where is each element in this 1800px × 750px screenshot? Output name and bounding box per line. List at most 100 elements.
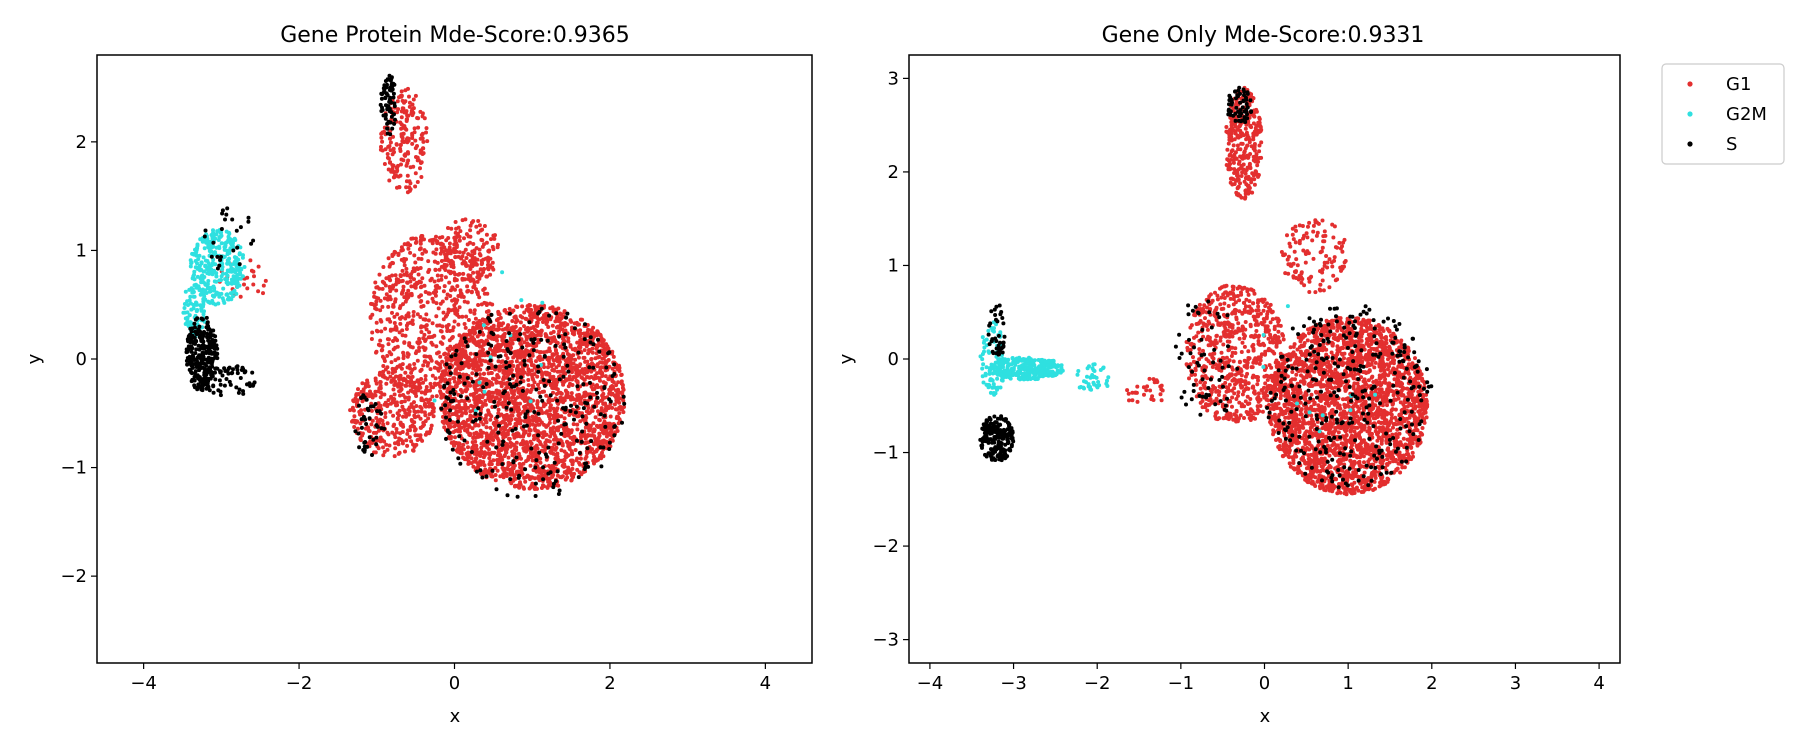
scatter-point — [463, 325, 468, 330]
scatter-point — [589, 357, 594, 361]
scatter-point — [575, 438, 579, 443]
scatter-point — [434, 314, 439, 319]
scatter-point — [474, 224, 479, 229]
scatter-point — [412, 126, 417, 131]
scatter-point — [381, 373, 386, 378]
scatter-point — [466, 445, 470, 450]
scatter-point — [477, 416, 482, 421]
scatter-point — [522, 430, 527, 435]
scatter-point — [387, 160, 392, 165]
scatter-point — [577, 410, 582, 415]
scatter-point — [200, 239, 205, 244]
scatter-point — [488, 459, 493, 464]
scatter-point — [565, 454, 570, 459]
scatter-point — [536, 369, 541, 374]
scatter-point — [193, 265, 198, 270]
scatter-point — [411, 405, 416, 410]
scatter-point — [184, 358, 189, 363]
scatter-point — [447, 348, 452, 353]
scatter-point — [484, 431, 489, 436]
scatter-point — [256, 289, 261, 294]
scatter-point — [591, 342, 596, 347]
scatter-point — [448, 424, 453, 429]
scatter-point — [570, 460, 575, 465]
scatter-point — [378, 435, 383, 440]
scatter-point — [505, 466, 510, 471]
scatter-point — [405, 354, 410, 359]
scatter-point — [372, 290, 377, 295]
scatter-point — [539, 350, 544, 355]
scatter-point — [430, 296, 435, 301]
scatter-point — [418, 109, 423, 114]
scatter-point — [481, 455, 486, 460]
scatter-point — [441, 369, 446, 374]
scatter-point — [512, 435, 517, 440]
scatter-point — [451, 388, 456, 392]
scatter-point — [566, 339, 571, 344]
scatter-point — [569, 319, 574, 324]
scatter-point — [587, 365, 592, 370]
scatter-point — [456, 441, 461, 446]
scatter-point — [449, 358, 454, 363]
scatter-point — [418, 285, 423, 290]
scatter-point — [397, 330, 402, 335]
scatter-point — [501, 348, 506, 353]
scatter-point — [410, 322, 415, 326]
scatter-point — [572, 471, 577, 476]
scatter-point — [396, 384, 401, 389]
scatter-point — [621, 387, 626, 392]
scatter-point — [481, 288, 486, 292]
scatter-point — [614, 388, 618, 393]
scatter-point — [407, 179, 412, 184]
scatter-point — [566, 369, 571, 374]
scatter-point — [572, 326, 577, 331]
scatter-point — [575, 414, 580, 419]
scatter-point — [437, 267, 442, 272]
scatter-point — [228, 382, 233, 387]
scatter-point — [427, 431, 432, 436]
scatter-point — [200, 386, 205, 391]
scatter-point — [374, 349, 379, 354]
scatter-point — [407, 100, 412, 105]
scatter-point — [532, 437, 536, 442]
scatter-point — [399, 366, 404, 371]
scatter-point — [429, 385, 434, 389]
scatter-point — [469, 450, 474, 454]
scatter-point — [203, 264, 208, 269]
scatter-point — [197, 286, 202, 291]
scatter-point — [403, 383, 408, 388]
scatter-point — [595, 371, 600, 376]
scatter-point — [491, 247, 496, 252]
scatter-point — [553, 452, 558, 457]
scatter-point — [565, 439, 569, 444]
scatter-point — [220, 296, 225, 301]
scatter-point — [528, 333, 533, 338]
scatter-point — [532, 372, 537, 377]
scatter-point — [405, 150, 410, 155]
scatter-point — [206, 300, 211, 304]
scatter-point — [380, 392, 385, 397]
scatter-point — [610, 374, 615, 378]
scatter-point — [379, 96, 384, 101]
scatter-point — [530, 458, 535, 463]
scatter-point — [465, 423, 470, 428]
scatter-point — [373, 378, 378, 383]
scatter-point — [519, 470, 524, 475]
scatter-point — [410, 141, 415, 146]
scatter-point — [510, 395, 515, 400]
scatter-point — [457, 434, 462, 439]
scatter-point — [559, 396, 564, 401]
scatter-point — [218, 393, 223, 398]
scatter-point — [427, 412, 432, 417]
scatter-point — [420, 251, 425, 256]
scatter-point — [510, 319, 515, 323]
scatter-point — [512, 484, 517, 489]
scatter-point — [225, 252, 230, 256]
scatter-point — [566, 433, 571, 438]
scatter-point — [599, 425, 604, 430]
scatter-point — [486, 249, 491, 254]
scatter-point — [428, 426, 433, 431]
scatter-point — [471, 330, 476, 335]
scatter-point — [202, 345, 207, 350]
scatter-point — [603, 408, 608, 413]
